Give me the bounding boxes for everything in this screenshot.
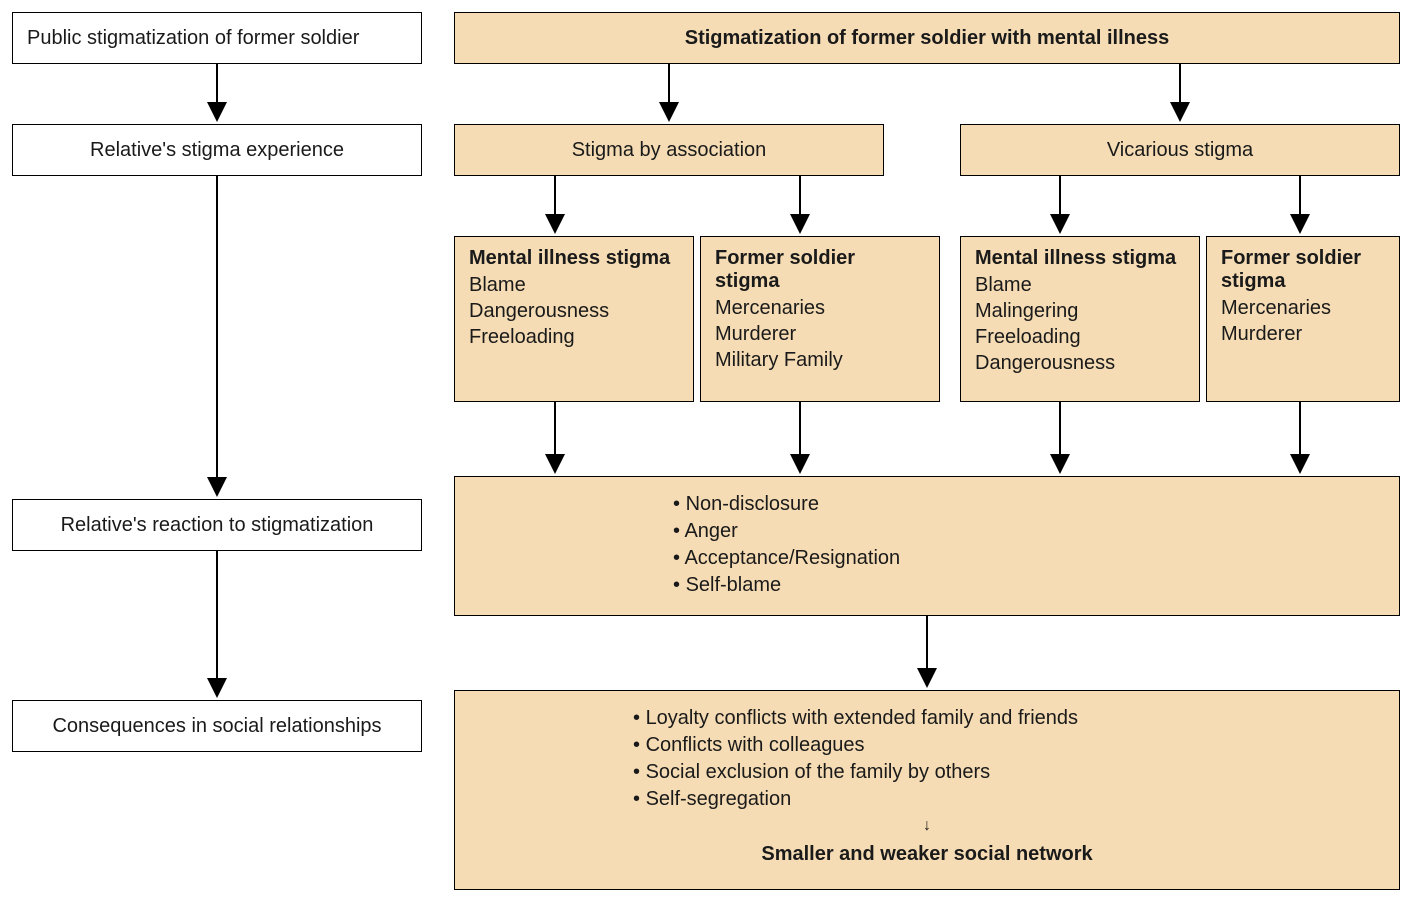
consequences-box: Loyalty conflicts with extended family a… <box>454 690 1400 890</box>
assoc-box: Stigma by association <box>454 124 884 176</box>
detail-a1-i0: Blame <box>469 272 679 298</box>
left-l4-label: Consequences in social relationships <box>52 715 381 738</box>
detail-a2-i1: Murderer <box>715 321 925 347</box>
detail-a2-i0: Mercenaries <box>715 295 925 321</box>
cons-2: Social exclusion of the family by others <box>633 759 1381 786</box>
header-label: Stigmatization of former soldier with me… <box>685 27 1170 50</box>
reaction-2: Acceptance/Resignation <box>673 545 1381 572</box>
detail-a2: Former soldier stigma Mercenaries Murder… <box>700 236 940 402</box>
left-l3: Relative's reaction to stigmatization <box>12 499 422 551</box>
detail-a1-title: Mental illness stigma <box>469 247 679 270</box>
outcome-label: Smaller and weaker social network <box>473 843 1381 866</box>
left-l1-label: Public stigmatization of former soldier <box>27 27 359 50</box>
cons-0: Loyalty conflicts with extended family a… <box>633 705 1381 732</box>
reaction-0: Non-disclosure <box>673 491 1381 518</box>
detail-a2-i2: Military Family <box>715 347 925 373</box>
reactions-box: Non-disclosure Anger Acceptance/Resignat… <box>454 476 1400 616</box>
left-l2-label: Relative's stigma experience <box>90 139 344 162</box>
detail-a1: Mental illness stigma Blame Dangerousnes… <box>454 236 694 402</box>
detail-v2-title: Former soldier stigma <box>1221 247 1385 293</box>
detail-a2-title: Former soldier stigma <box>715 247 925 293</box>
detail-v1-i0: Blame <box>975 272 1185 298</box>
detail-v1-i2: Freeloading <box>975 324 1185 350</box>
cons-3: Self-segregation <box>633 786 1381 813</box>
left-l3-label: Relative's reaction to stigmatization <box>61 514 374 537</box>
small-arrow-down: ↓ <box>473 817 1381 835</box>
detail-v1-title: Mental illness stigma <box>975 247 1185 270</box>
detail-v2-i1: Murderer <box>1221 321 1385 347</box>
header-box: Stigmatization of former soldier with me… <box>454 12 1400 64</box>
reaction-1: Anger <box>673 518 1381 545</box>
left-l1: Public stigmatization of former soldier <box>12 12 422 64</box>
detail-v2: Former soldier stigma Mercenaries Murder… <box>1206 236 1400 402</box>
detail-v2-i0: Mercenaries <box>1221 295 1385 321</box>
vicar-box: Vicarious stigma <box>960 124 1400 176</box>
assoc-label: Stigma by association <box>572 139 767 162</box>
cons-1: Conflicts with colleagues <box>633 732 1381 759</box>
detail-v1: Mental illness stigma Blame Malingering … <box>960 236 1200 402</box>
vicar-label: Vicarious stigma <box>1107 139 1253 162</box>
detail-a1-i2: Freeloading <box>469 324 679 350</box>
left-l2: Relative's stigma experience <box>12 124 422 176</box>
detail-a1-i1: Dangerousness <box>469 298 679 324</box>
detail-v1-i1: Malingering <box>975 298 1185 324</box>
left-l4: Consequences in social relationships <box>12 700 422 752</box>
detail-v1-i3: Dangerousness <box>975 350 1185 376</box>
reaction-3: Self-blame <box>673 572 1381 599</box>
